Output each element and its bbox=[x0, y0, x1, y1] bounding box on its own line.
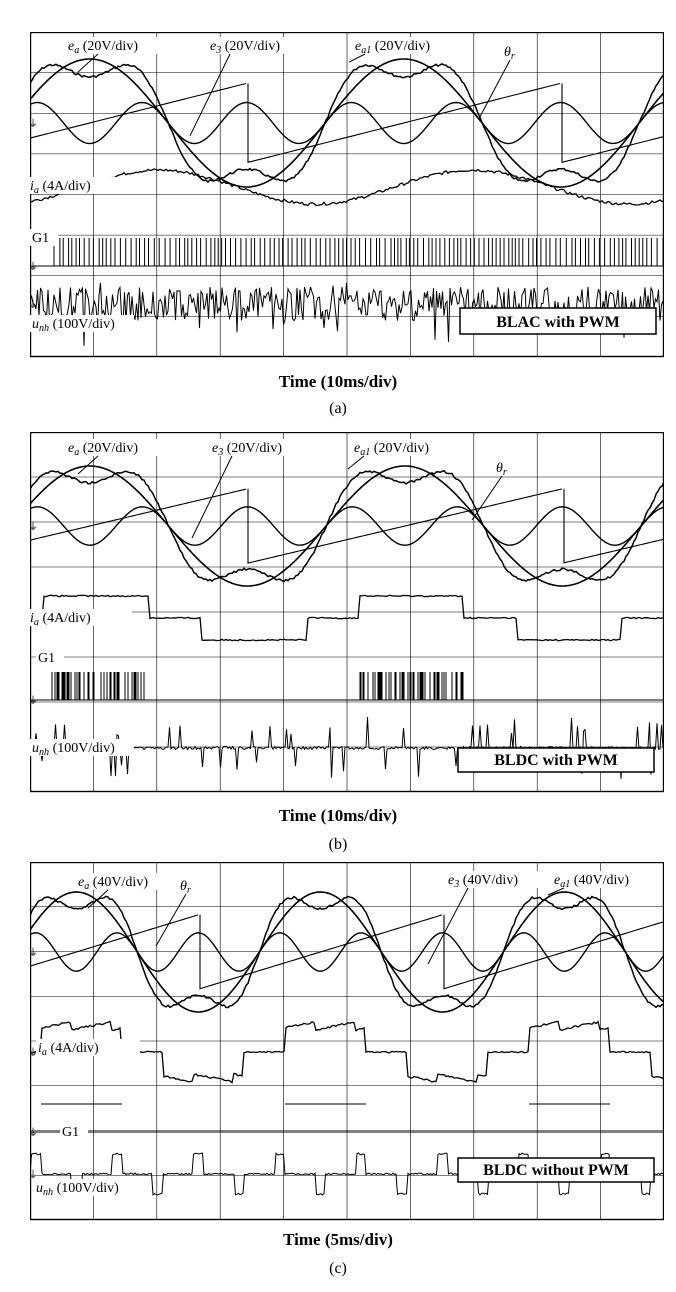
label-ia: ia (4A/div) bbox=[38, 1041, 99, 1058]
label-ea1: ea1 (20V/div) bbox=[355, 39, 430, 56]
label-ea: ea (20V/div) bbox=[68, 441, 138, 458]
panel-caption-c: (c) bbox=[329, 1260, 347, 1277]
mode-box bbox=[459, 307, 657, 335]
label-background bbox=[208, 37, 312, 54]
label-background bbox=[76, 873, 180, 890]
e3-trace bbox=[30, 101, 664, 145]
label-theta: θr bbox=[504, 45, 515, 62]
label-theta: θr bbox=[496, 461, 507, 478]
ground-marker: ⏚ bbox=[30, 1047, 38, 1059]
label-background bbox=[30, 739, 134, 756]
ea-trace bbox=[30, 895, 664, 1009]
mode-box bbox=[457, 1157, 655, 1183]
label-background bbox=[30, 315, 134, 332]
ea-trace bbox=[30, 63, 664, 184]
ground-marker: ⏚ bbox=[30, 947, 38, 959]
label-unh: unh (100V/div) bbox=[36, 1181, 119, 1198]
label-background bbox=[36, 1039, 140, 1056]
annotation-arrow bbox=[347, 455, 365, 470]
ground-marker: ⏚ bbox=[30, 1127, 38, 1139]
label-ea1: ea1 (20V/div) bbox=[354, 441, 429, 458]
annotation-arrow bbox=[427, 887, 469, 965]
label-background bbox=[502, 43, 530, 60]
theta-r-trace bbox=[30, 82, 664, 164]
g1-trace bbox=[53, 238, 664, 266]
annotation-arrow bbox=[471, 475, 503, 521]
ground-marker: ⏚ bbox=[30, 1169, 38, 1181]
label-unh: unh (100V/div) bbox=[32, 741, 115, 758]
theta-r-trace bbox=[30, 488, 664, 564]
label-g1: G1 bbox=[62, 1125, 79, 1140]
annotation-arrow bbox=[189, 53, 231, 137]
label-background bbox=[353, 37, 457, 54]
ground-marker: ⏚ bbox=[30, 521, 38, 533]
mode-box-label: BLDC with PWM bbox=[494, 752, 618, 769]
annotation-arrow bbox=[348, 53, 366, 63]
label-e3: e3 (40V/div) bbox=[448, 873, 518, 890]
e3-trace bbox=[30, 506, 664, 546]
oscilloscope-plot-c: ⏚ ⏚ ⏚ ⏚ ea (40V/div) e3 (40V/div) ea1 (40V/div… bbox=[30, 862, 664, 1221]
ground-marker: ⏚ bbox=[30, 118, 38, 130]
mode-box bbox=[457, 747, 655, 773]
label-background bbox=[30, 177, 132, 194]
mode-box-label: BLAC with PWM bbox=[496, 314, 620, 331]
annotation-arrow bbox=[479, 59, 511, 117]
label-e3: e3 (20V/div) bbox=[210, 39, 280, 56]
x-axis-label-a: Time (10ms/div) bbox=[278, 372, 398, 391]
annotation-arrow bbox=[547, 887, 565, 896]
x-axis-label-b: Time (10ms/div) bbox=[278, 806, 398, 825]
ea1-trace bbox=[30, 58, 664, 188]
ground-marker: ⏚ bbox=[30, 261, 38, 273]
ground-marker: ⏚ bbox=[30, 695, 38, 707]
label-background bbox=[494, 459, 522, 476]
label-background bbox=[66, 37, 170, 54]
theta-r-trace bbox=[30, 914, 664, 990]
mode-box-label: BLDC without PWM bbox=[483, 1162, 629, 1179]
label-ea: ea (40V/div) bbox=[78, 875, 148, 892]
annotation-arrow bbox=[191, 455, 233, 539]
ia-trace bbox=[30, 168, 664, 207]
label-background bbox=[352, 439, 456, 456]
unh-trace bbox=[30, 282, 664, 346]
oscilloscope-plot-a: ⏚⏚⏚⏚ea (20V/div)e3 (20V/div)ea1 (20V/div… bbox=[30, 32, 664, 358]
g1-trace bbox=[30, 1103, 664, 1133]
annotation-arrow bbox=[77, 53, 99, 73]
g1-trace bbox=[30, 672, 664, 701]
label-e3: e3 (20V/div) bbox=[212, 441, 282, 458]
label-background bbox=[552, 871, 656, 888]
label-theta: θr bbox=[180, 879, 191, 896]
annotation-arrow bbox=[87, 889, 109, 909]
ea-trace bbox=[30, 469, 664, 583]
label-background bbox=[446, 871, 550, 888]
label-ia: ia (4A/div) bbox=[30, 611, 91, 628]
label-ea1: ea1 (40V/div) bbox=[554, 873, 629, 890]
label-background bbox=[60, 1123, 88, 1140]
label-background bbox=[30, 229, 58, 246]
label-background bbox=[30, 609, 132, 626]
annotation-arrow bbox=[77, 455, 99, 475]
label-unh: unh (100V/div) bbox=[32, 317, 115, 334]
oscilloscope-plot-b: ⏚⏚⏚⏚ea (20V/div)e3 (20V/div)ea1 (20V/div… bbox=[30, 432, 664, 793]
label-ia: ia (4A/div) bbox=[30, 179, 91, 196]
panel-caption-a: (a) bbox=[329, 400, 347, 417]
label-background bbox=[66, 439, 170, 456]
annotation-arrow bbox=[155, 893, 187, 947]
x-axis-label-c: Time (5ms/div) bbox=[283, 1230, 393, 1249]
label-background bbox=[178, 877, 206, 894]
label-background bbox=[34, 1179, 138, 1196]
ia-trace bbox=[30, 594, 664, 642]
ground-marker: ⏚ bbox=[30, 299, 38, 311]
label-background bbox=[36, 649, 64, 666]
label-g1: G1 bbox=[32, 231, 49, 246]
label-background bbox=[210, 439, 314, 456]
label-g1: G1 bbox=[38, 651, 55, 666]
ea1-trace bbox=[30, 465, 664, 587]
panel-caption-b: (b) bbox=[328, 836, 348, 853]
label-ea: ea (20V/div) bbox=[68, 39, 138, 56]
